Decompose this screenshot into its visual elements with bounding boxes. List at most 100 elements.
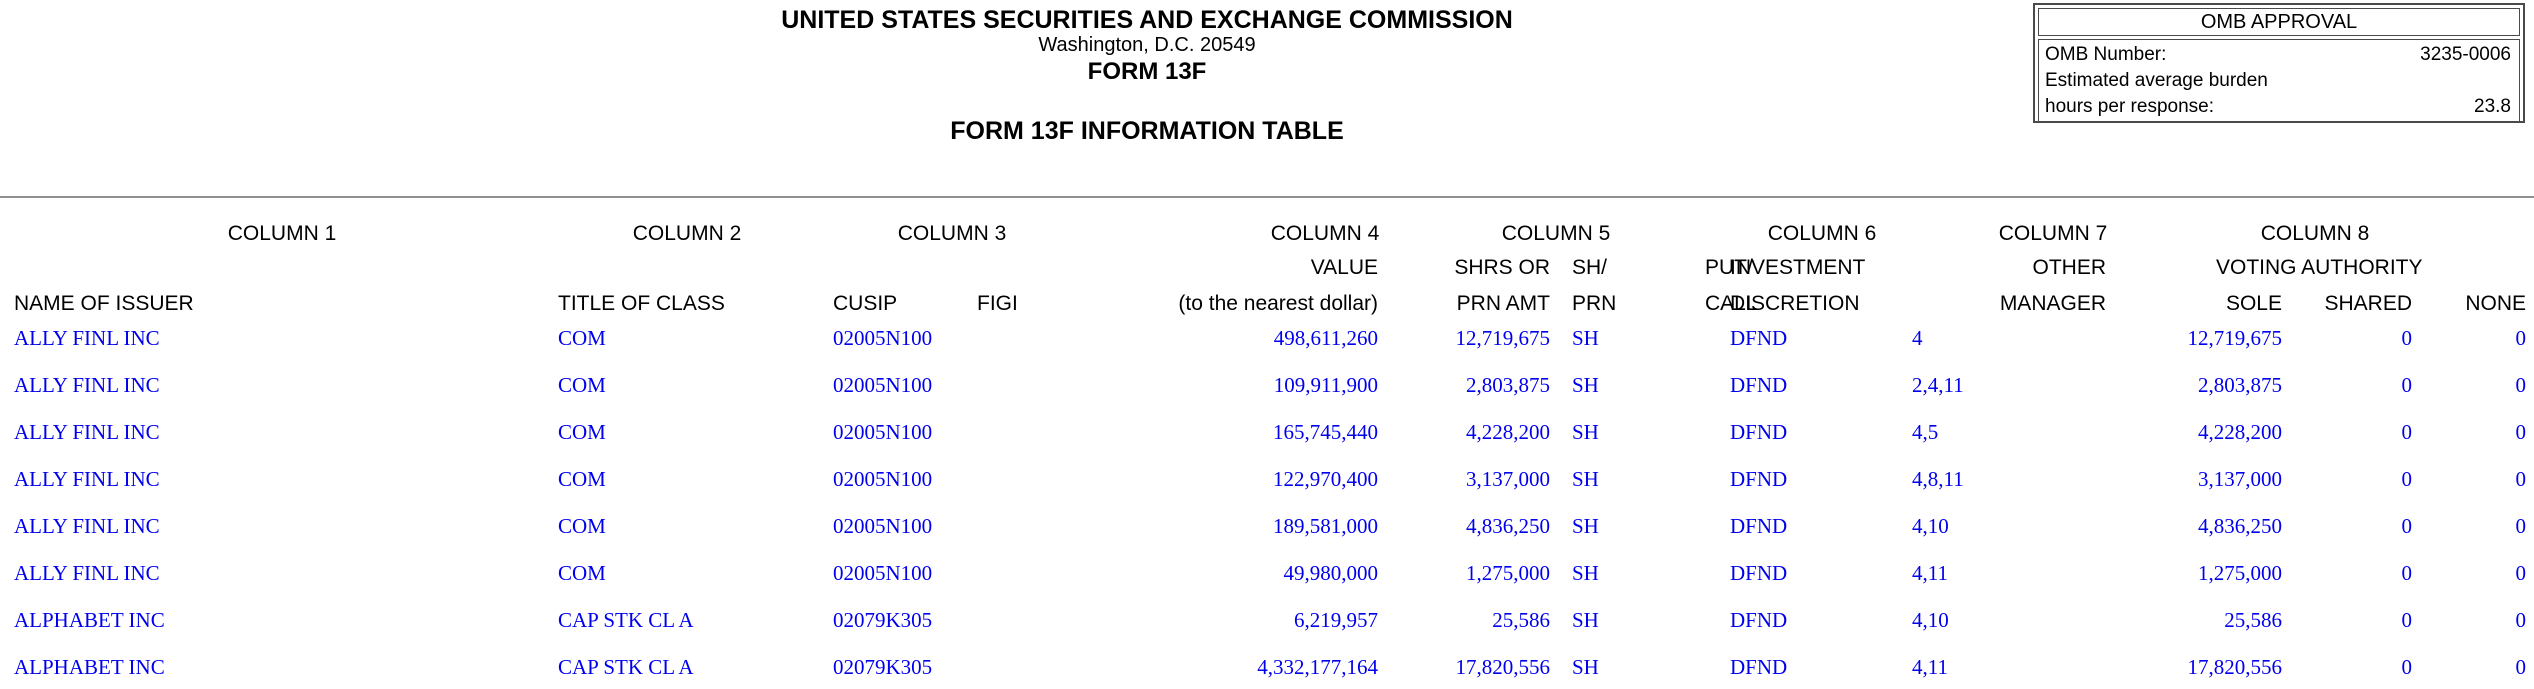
cell-shared: 0 [2401, 420, 2413, 444]
table-row: ALPHABET INC CAP STK CL A 02079K305 4,332,1… [0, 655, 2534, 689]
cell-unit: SH [1572, 655, 1599, 679]
cell-class-title: COM [558, 467, 606, 491]
cell-amount: 25,586 [1492, 608, 1550, 632]
cell-none: 0 [2515, 514, 2527, 538]
omb-burden-label-2: hours per response: [2045, 96, 2214, 117]
omb-number-row: OMB Number: 3235-0006 [2045, 42, 2513, 68]
cell-cusip: 02079K305 [833, 608, 933, 632]
cell-manager: 4,11 [1912, 655, 1948, 679]
cell-sole: 17,820,556 [2187, 655, 2283, 679]
cell-discretion: DFND [1730, 373, 1788, 397]
cell-class-title: CAP STK CL A [558, 655, 694, 679]
cell-discretion: DFND [1730, 326, 1788, 350]
cell-cusip: 02005N100 [833, 514, 933, 538]
cell-sole: 2,803,875 [2198, 373, 2282, 397]
cell-value: 189,581,000 [1273, 514, 1378, 538]
cell-issuer: ALPHABET INC [14, 608, 165, 632]
cell-issuer: ALLY FINL INC [14, 514, 160, 538]
shrs-or-header: SHRS OR [1454, 256, 1550, 279]
cell-class-title: CAP STK CL A [558, 608, 694, 632]
none-header: NONE [2465, 292, 2526, 315]
manager-header: MANAGER [1999, 292, 2106, 315]
cell-value: 6,219,957 [1294, 608, 1378, 632]
omb-approval-box: OMB APPROVAL OMB Number: 3235-0006 Estim… [2033, 3, 2525, 123]
nearest-dollar-header: (to the nearest dollar) [1178, 292, 1378, 315]
omb-burden-value: 23.8 [2474, 96, 2511, 117]
cell-unit: SH [1572, 608, 1599, 632]
cell-value: 109,911,900 [1273, 373, 1378, 397]
cell-manager: 4,5 [1912, 420, 1939, 444]
cell-amount: 4,228,200 [1466, 420, 1550, 444]
cell-shared: 0 [2401, 326, 2413, 350]
column-2-header: COLUMN 2 [632, 222, 742, 245]
cell-unit: SH [1572, 420, 1599, 444]
cell-none: 0 [2515, 608, 2527, 632]
column-8-header: COLUMN 8 [2260, 222, 2370, 245]
cell-amount: 12,719,675 [1455, 326, 1551, 350]
cell-sole: 4,836,250 [2198, 514, 2282, 538]
omb-burden-row-1: Estimated average burden [2045, 68, 2513, 94]
cell-shared: 0 [2401, 655, 2413, 679]
cell-unit: SH [1572, 373, 1599, 397]
table-row: ALLY FINL INC COM 02005N100 49,980,000 1,275… [0, 561, 2534, 608]
omb-number-label: OMB Number: [2045, 44, 2167, 65]
cell-value: 165,745,440 [1273, 420, 1378, 444]
other-header: OTHER [2032, 256, 2107, 279]
cell-unit: SH [1572, 326, 1599, 350]
cell-value: 122,970,400 [1273, 467, 1378, 491]
figi-header: FIGI [977, 292, 1018, 315]
cell-manager: 4,8,11 [1912, 467, 1964, 491]
put-header: PUT/ [1705, 256, 1753, 279]
omb-approval-title: OMB APPROVAL [2038, 8, 2520, 36]
cell-discretion: DFND [1730, 467, 1788, 491]
cell-discretion: DFND [1730, 514, 1788, 538]
cell-value: 498,611,260 [1273, 326, 1378, 350]
cell-issuer: ALLY FINL INC [14, 326, 160, 350]
cell-issuer: ALLY FINL INC [14, 467, 160, 491]
column-6-header: COLUMN 6 [1767, 222, 1877, 245]
cell-manager: 4 [1912, 326, 1923, 350]
column-1-header: COLUMN 1 [227, 222, 337, 245]
cell-shared: 0 [2401, 467, 2413, 491]
sole-header: SOLE [2225, 292, 2282, 315]
cell-cusip: 02005N100 [833, 373, 933, 397]
column-7-header: COLUMN 7 [1998, 222, 2108, 245]
cell-issuer: ALPHABET INC [14, 655, 165, 679]
cusip-header: CUSIP [833, 292, 898, 315]
table-top-rule [0, 196, 2534, 198]
omb-burden-label-1: Estimated average burden [2045, 70, 2268, 91]
cell-shared: 0 [2401, 373, 2413, 397]
cell-cusip: 02079K305 [833, 655, 933, 679]
cell-shared: 0 [2401, 608, 2413, 632]
voting-authority-header: VOTING AUTHORITY [2216, 256, 2423, 279]
agency-title: UNITED STATES SECURITIES AND EXCHANGE CO… [781, 6, 1513, 34]
call-header: CALL [1705, 292, 1758, 315]
omb-burden-row-2: hours per response: 23.8 [2045, 94, 2513, 120]
cell-class-title: COM [558, 326, 606, 350]
cell-manager: 4,10 [1912, 608, 1949, 632]
omb-number-value: 3235-0006 [2420, 44, 2511, 65]
table-row: ALLY FINL INC COM 02005N100 122,970,400 3,13… [0, 467, 2534, 514]
table-row: ALLY FINL INC COM 02005N100 498,611,260 12,7… [0, 326, 2534, 373]
sh-header: SH/ [1572, 256, 1608, 279]
cell-amount: 17,820,556 [1455, 655, 1551, 679]
cell-none: 0 [2515, 326, 2527, 350]
title-of-class-header: TITLE OF CLASS [558, 292, 725, 315]
cell-class-title: COM [558, 373, 606, 397]
cell-amount: 4,836,250 [1466, 514, 1550, 538]
cell-discretion: DFND [1730, 655, 1788, 679]
cell-none: 0 [2515, 373, 2527, 397]
cell-cusip: 02005N100 [833, 326, 933, 350]
cell-class-title: COM [558, 514, 606, 538]
cell-amount: 3,137,000 [1466, 467, 1550, 491]
cell-amount: 1,275,000 [1466, 561, 1550, 585]
cell-class-title: COM [558, 561, 606, 585]
table-row: ALPHABET INC CAP STK CL A 02079K305 6,219,9… [0, 608, 2534, 655]
cell-cusip: 02005N100 [833, 467, 933, 491]
cell-amount: 2,803,875 [1466, 373, 1550, 397]
cell-value: 49,980,000 [1283, 561, 1379, 585]
cell-sole: 25,586 [2224, 608, 2282, 632]
cell-cusip: 02005N100 [833, 561, 933, 585]
column-4-header: COLUMN 4 [1270, 222, 1380, 245]
